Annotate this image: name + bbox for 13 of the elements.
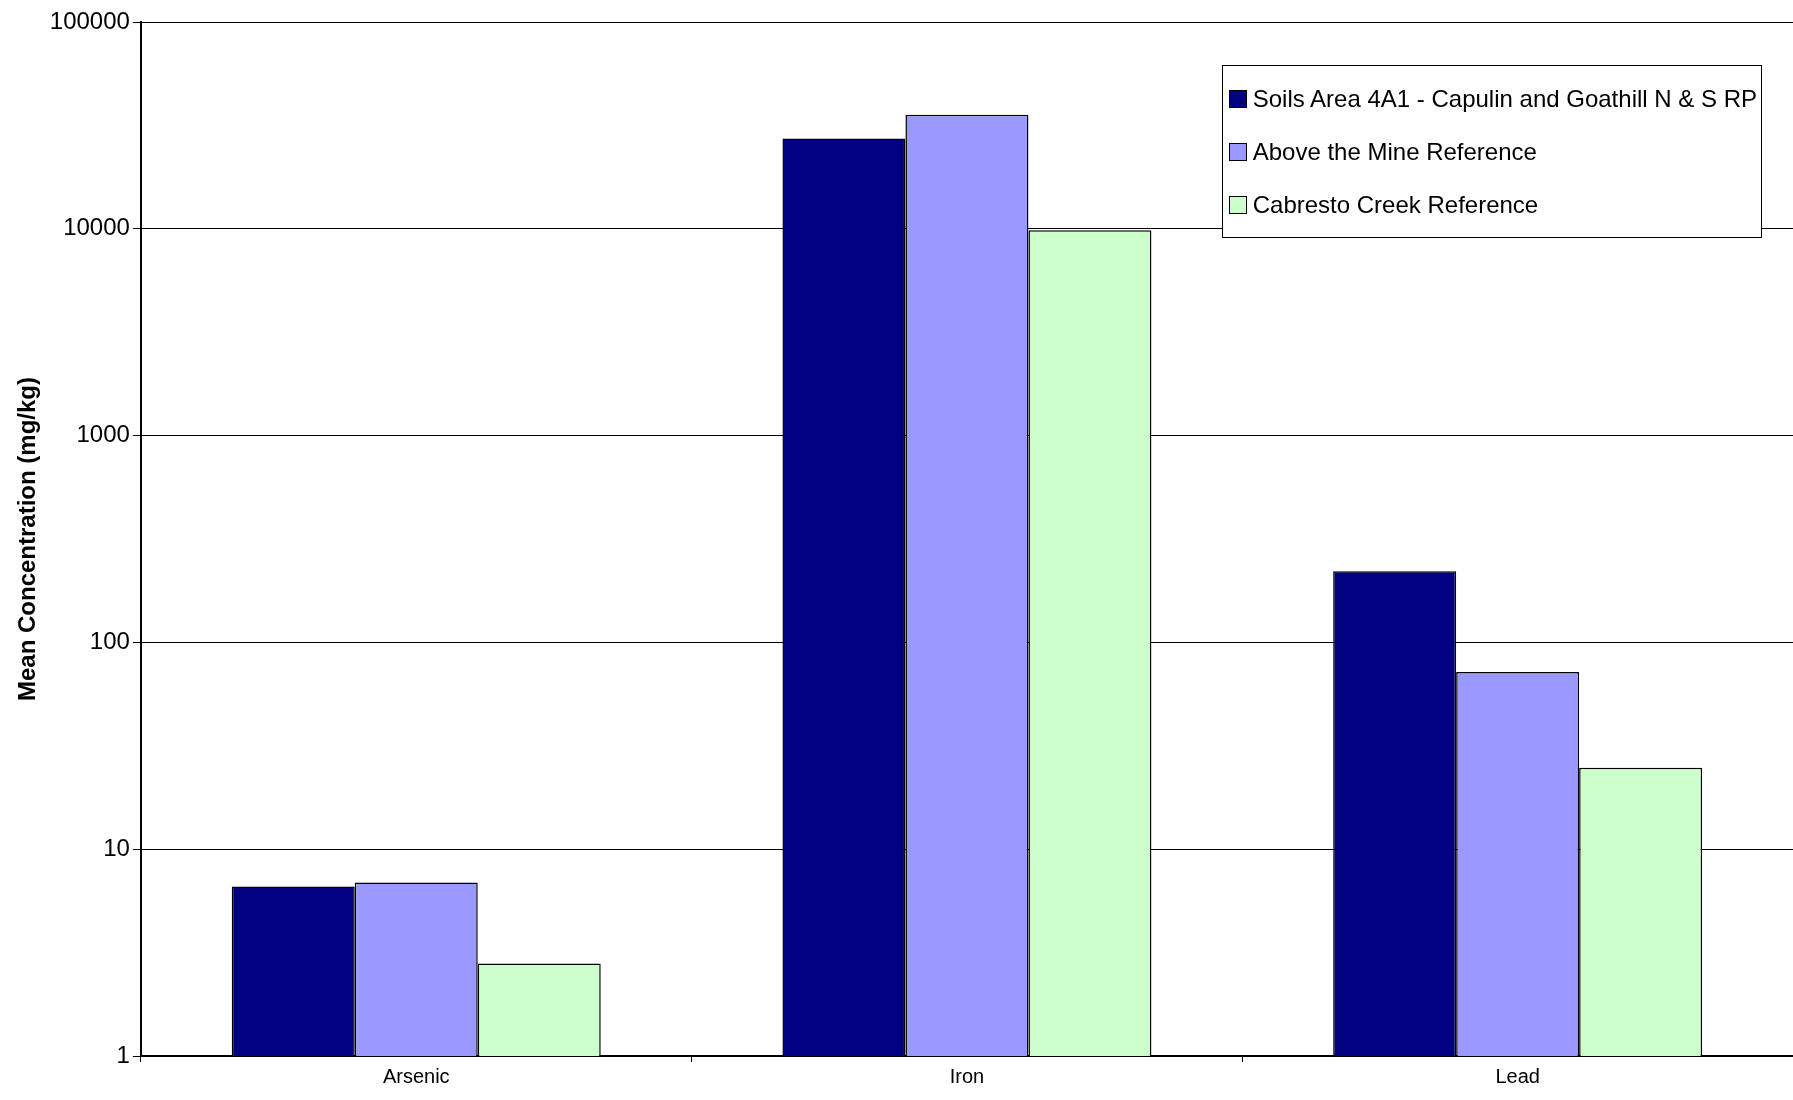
y-tick-label: 1	[116, 1040, 130, 1068]
y-axis-title: Mean Concentration (mg/kg)	[13, 376, 41, 702]
legend-label: Soils Area 4A1 - Capulin and Goathill N & S RP	[1252, 84, 1757, 113]
x-tick-label: Iron	[949, 1064, 985, 1087]
y-tick-label: 10000	[63, 213, 130, 241]
x-tick-label: Lead	[1495, 1064, 1540, 1087]
x-tick-label: Arsenic	[382, 1064, 450, 1087]
y-tick-label: 100000	[49, 6, 130, 34]
y-tick-label: 10	[103, 833, 130, 861]
y-tick-label: 1000	[76, 420, 130, 448]
legend-label: Above the Mine Reference	[1252, 137, 1537, 166]
legend-label: Cabresto Creek Reference	[1252, 190, 1539, 219]
y-tick-label: 100	[89, 627, 130, 655]
